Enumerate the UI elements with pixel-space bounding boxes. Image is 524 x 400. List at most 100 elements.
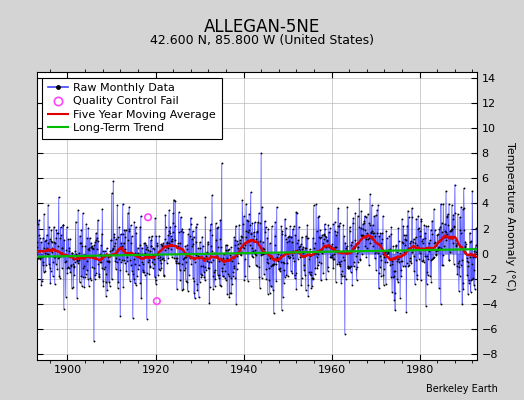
Point <box>188 236 196 242</box>
Point <box>422 303 430 309</box>
Point <box>431 242 440 249</box>
Point <box>106 237 115 244</box>
Point <box>32 244 41 250</box>
Point <box>468 188 477 194</box>
Point <box>419 256 428 263</box>
Point <box>440 234 449 240</box>
Point <box>101 252 109 259</box>
Point <box>185 226 193 232</box>
Point <box>118 257 126 263</box>
Point <box>119 240 128 246</box>
Point <box>181 277 190 284</box>
Point <box>206 226 214 233</box>
Point <box>42 262 50 268</box>
Point <box>439 252 447 259</box>
Point <box>424 256 433 262</box>
Point <box>332 232 341 238</box>
Point <box>288 238 296 245</box>
Point <box>326 242 335 249</box>
Point <box>312 201 320 207</box>
Point <box>69 284 78 290</box>
Point <box>386 246 394 252</box>
Point <box>435 226 444 232</box>
Point <box>387 231 395 238</box>
Point <box>68 284 76 291</box>
Point <box>78 283 86 289</box>
Point <box>251 251 259 257</box>
Point <box>163 239 171 246</box>
Point <box>152 240 161 246</box>
Point <box>307 268 315 275</box>
Point <box>71 218 80 225</box>
Point <box>99 282 107 289</box>
Point <box>208 232 216 238</box>
Point <box>404 263 412 269</box>
Point <box>343 203 352 210</box>
Point <box>181 264 189 271</box>
Point <box>65 265 73 272</box>
Point <box>224 246 232 253</box>
Point <box>207 259 215 265</box>
Point <box>78 243 86 249</box>
Point <box>425 248 433 254</box>
Point <box>446 227 455 234</box>
Point <box>196 245 204 252</box>
Point <box>39 259 48 266</box>
Point <box>215 282 224 289</box>
Point <box>57 232 66 238</box>
Point <box>175 260 183 266</box>
Point <box>297 241 305 248</box>
Point <box>48 249 57 256</box>
Point <box>337 271 346 277</box>
Point <box>202 249 211 256</box>
Point <box>344 265 352 272</box>
Point <box>382 227 390 234</box>
Point <box>255 264 263 270</box>
Point <box>273 255 281 261</box>
Point <box>433 247 441 254</box>
Point <box>433 245 442 251</box>
Point <box>203 241 212 248</box>
Point <box>191 295 199 301</box>
Point <box>171 198 180 204</box>
Point <box>165 227 173 234</box>
Point <box>259 244 268 251</box>
Point <box>196 271 205 278</box>
Point <box>37 254 45 260</box>
Point <box>187 261 195 267</box>
Point <box>73 257 82 263</box>
Point <box>286 254 294 260</box>
Point <box>141 272 149 278</box>
Point <box>411 234 420 241</box>
Point <box>222 277 231 283</box>
Point <box>247 245 256 251</box>
Point <box>291 270 300 276</box>
Point <box>254 238 263 245</box>
Point <box>463 272 472 278</box>
Point <box>293 256 302 262</box>
Point <box>253 229 261 235</box>
Point <box>242 227 250 234</box>
Point <box>447 226 456 232</box>
Point <box>152 298 161 304</box>
Point <box>131 260 139 267</box>
Point <box>241 272 249 279</box>
Point <box>239 244 247 250</box>
Point <box>47 268 55 274</box>
Point <box>407 249 416 255</box>
Point <box>79 274 87 280</box>
Point <box>309 234 317 241</box>
Point <box>126 277 134 284</box>
Point <box>171 258 180 264</box>
Point <box>105 283 114 289</box>
Point <box>362 236 370 242</box>
Point <box>100 266 108 272</box>
Point <box>225 290 234 296</box>
Point <box>142 242 150 248</box>
Point <box>35 254 43 260</box>
Point <box>79 210 87 217</box>
Point <box>215 272 224 278</box>
Point <box>133 273 141 280</box>
Point <box>339 248 347 254</box>
Point <box>303 222 312 228</box>
